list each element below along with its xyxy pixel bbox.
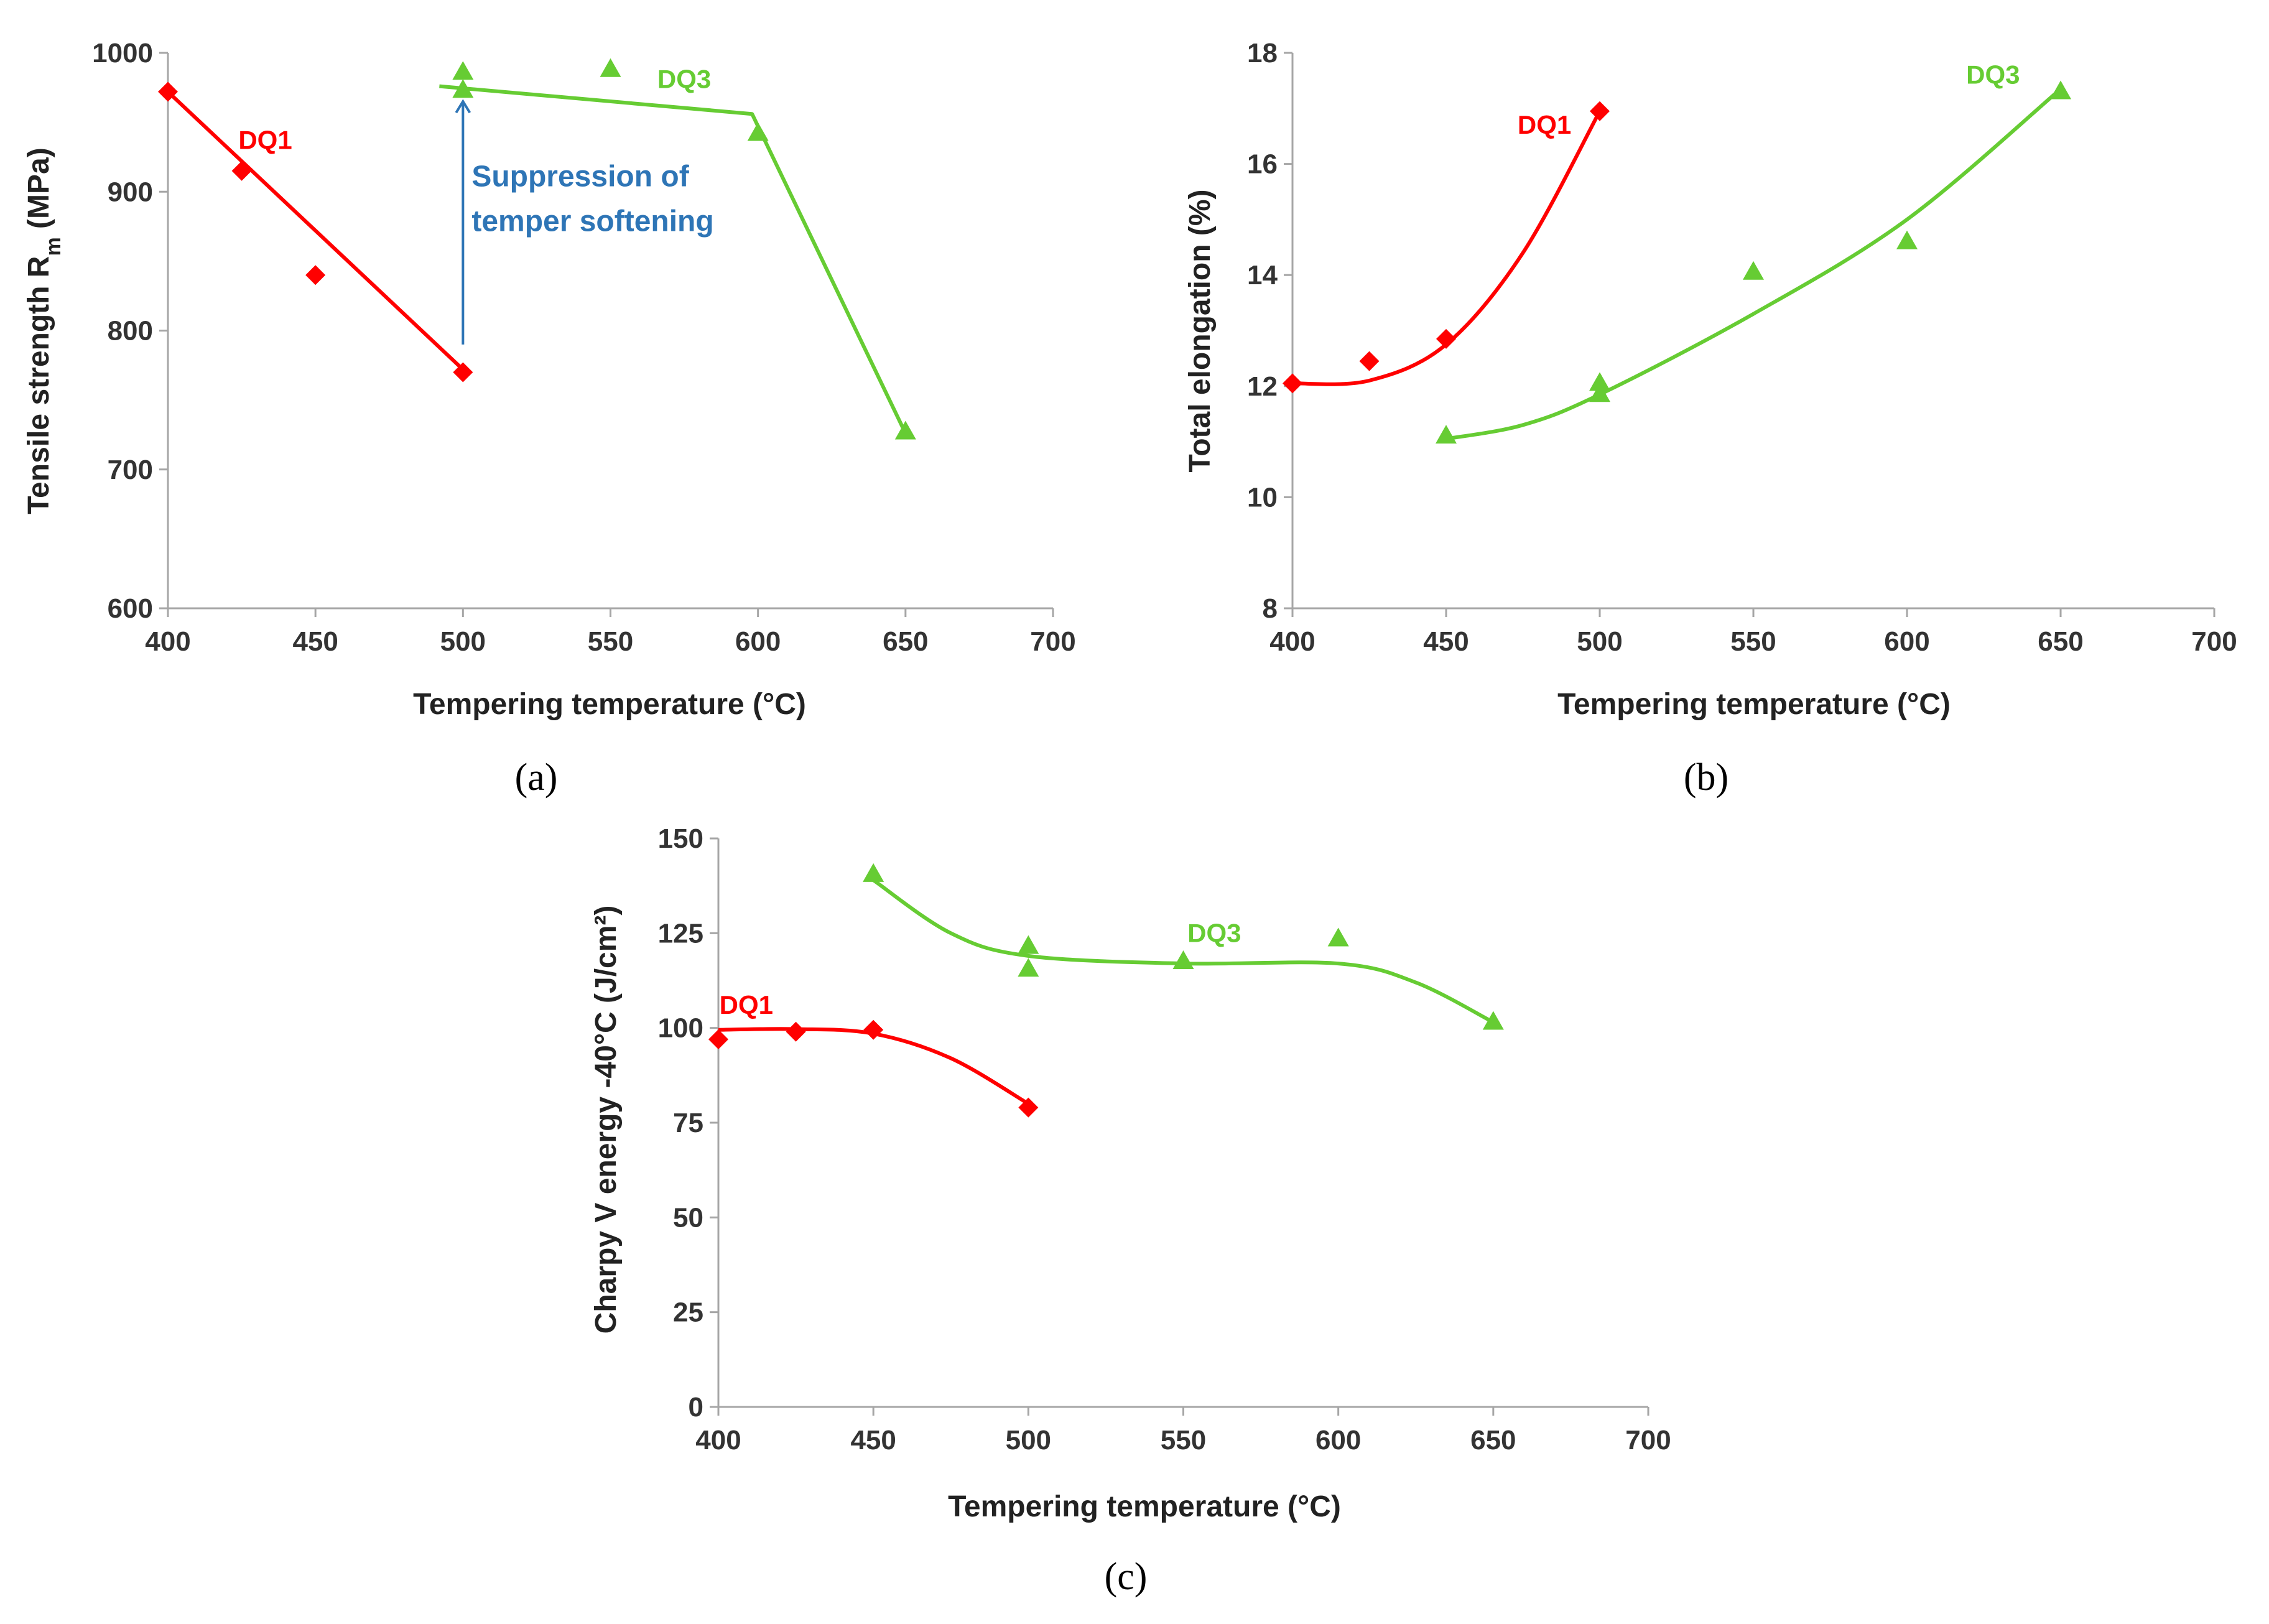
panel-b-x-axis-title: Tempering temperature (°C) [1557, 688, 1951, 721]
panel-c-dq3-point [863, 863, 884, 882]
panel-a-dq1-point [231, 160, 252, 181]
panel-a-y-tick-label: 700 [108, 455, 153, 485]
panel-b-y-tick-label: 14 [1247, 260, 1278, 290]
panel-b-dq1-point [1590, 101, 1610, 121]
panel-b-total-elongation: (b) Tempering temperature (°C) Total elo… [1184, 38, 2237, 799]
panel-b-dq3-point [1743, 261, 1764, 280]
panel-b-dq3-point [2050, 80, 2071, 100]
panel-c-y-tick-label: 25 [673, 1297, 703, 1328]
panel-a-dq1-label: DQ1 [238, 126, 292, 155]
panel-c-x-tick-label: 400 [695, 1425, 741, 1455]
panel-b-y-tick-label: 10 [1247, 482, 1278, 513]
panel-a-x-tick-label: 650 [883, 626, 928, 657]
panel-c-dq3-label: DQ3 [1187, 918, 1241, 947]
panel-b-y-tick-label: 12 [1247, 371, 1278, 402]
panel-c-x-tick-label: 500 [1006, 1425, 1051, 1455]
panel-b-label: (b) [1684, 756, 1728, 799]
panel-a-dq3-fit-line [439, 84, 907, 435]
panel-b-y-tick-label: 8 [1263, 593, 1278, 624]
panel-a-y-tick-label: 1000 [92, 38, 153, 68]
panel-b-x-tick-label: 450 [1423, 626, 1469, 657]
panel-b-dq1-point [1359, 351, 1380, 371]
panel-a-annotation-text: temper softening [471, 205, 713, 238]
panel-c-y-tick-label: 50 [673, 1202, 703, 1233]
panel-c-y-tick-label: 150 [658, 824, 703, 854]
panel-c-charpy-energy: (c) Tempering temperature (°C) Charpy V … [590, 824, 1671, 1598]
panel-a-dq3-point [452, 61, 474, 80]
panel-b-dq3-point [1436, 425, 1457, 444]
panel-b-x-tick-label: 550 [1730, 626, 1776, 657]
panel-a-x-tick-label: 400 [145, 626, 190, 657]
panel-a-x-axis-title: Tempering temperature (°C) [413, 688, 806, 721]
panel-c-dq1-point [1018, 1097, 1039, 1118]
panel-a-y-axis-title-main: Tensile strength R [22, 256, 55, 514]
panel-c-dq3-point [1018, 958, 1039, 977]
panel-c-dq1-point [863, 1019, 884, 1040]
panel-c-dq3-point [1327, 927, 1349, 947]
panel-a-x-tick-label: 450 [292, 626, 338, 657]
panel-a-label: (a) [515, 756, 558, 799]
panel-a-dq3-point [747, 122, 769, 141]
panel-a-x-tick-label: 550 [588, 626, 633, 657]
panel-a-x-tick-label: 500 [440, 626, 486, 657]
panel-a-y-axis-title-unit: (MPa) [22, 147, 55, 237]
panel-a-annotation-arrowhead [455, 99, 471, 114]
panel-b-dq3-fit-line [1445, 87, 2062, 441]
panel-b-dq3-label: DQ3 [1966, 60, 2020, 90]
panel-b-y-tick-label: 18 [1247, 38, 1278, 68]
panel-a-y-tick-label: 600 [108, 593, 153, 624]
panel-a-y-tick-label: 800 [108, 316, 153, 346]
panel-b-dq1-point [1283, 373, 1302, 394]
panel-a-tensile-strength: (a) Tempering temperature (°C) Tensile s… [22, 38, 1076, 799]
panel-c-y-tick-label: 75 [673, 1108, 703, 1138]
panel-b-x-tick-label: 400 [1269, 626, 1315, 657]
panel-c-dq3-point [1018, 935, 1039, 954]
panel-c-x-tick-label: 450 [850, 1425, 896, 1455]
panel-a-dq3-point [452, 79, 474, 98]
panel-c-y-tick-label: 0 [689, 1392, 703, 1422]
panel-a-dq3-point [600, 58, 621, 77]
panel-a-y-axis-title-sub: m [42, 237, 65, 256]
panel-b-dq3-point [1896, 230, 1918, 249]
panel-c-y-tick-label: 100 [658, 1013, 703, 1044]
panel-c-x-tick-label: 600 [1315, 1425, 1361, 1455]
panel-b-dq1-fit-line [1292, 110, 1602, 386]
panel-c-dq3-point [1172, 950, 1194, 970]
panel-a-dq1-fit-line [166, 90, 465, 371]
panel-c-dq1-point [786, 1021, 806, 1042]
panel-b-x-tick-label: 500 [1577, 626, 1622, 657]
panel-c-dq3-point [1482, 1011, 1504, 1030]
panel-a-dq1-point [453, 362, 473, 383]
panel-b-dq3-point [1589, 372, 1610, 391]
panel-b-dq1-label: DQ1 [1518, 110, 1571, 139]
panel-b-x-tick-label: 650 [2038, 626, 2083, 657]
panel-a-y-axis-title: Tensile strength Rm (MPa) [22, 147, 65, 514]
panel-a-y-tick-label: 900 [108, 177, 153, 207]
panel-c-x-axis-title: Tempering temperature (°C) [948, 1490, 1341, 1523]
panel-a-dq1-point [305, 265, 326, 285]
panel-c-x-tick-label: 550 [1161, 1425, 1206, 1455]
panel-b-y-tick-label: 16 [1247, 149, 1278, 180]
panel-a-dq3-label: DQ3 [657, 64, 711, 93]
panel-c-dq1-label: DQ1 [720, 990, 773, 1019]
panel-c-dq1-point [708, 1029, 728, 1049]
panel-a-annotation-text: Suppression of [471, 160, 689, 193]
panel-c-label: (c) [1105, 1556, 1148, 1598]
panel-c-y-tick-label: 125 [658, 918, 703, 949]
panel-c-x-tick-label: 650 [1470, 1425, 1516, 1455]
panel-a-dq1-point [158, 81, 178, 102]
panel-a-dq3-point [894, 420, 916, 440]
panel-b-y-axis-title: Total elongation (%) [1184, 189, 1217, 472]
panel-c-x-tick-label: 700 [1625, 1425, 1671, 1455]
panel-b-x-tick-label: 700 [2191, 626, 2237, 657]
panel-b-x-tick-label: 600 [1884, 626, 1929, 657]
panel-c-y-axis-title: Charpy V energy -40°C (J/cm²) [590, 906, 623, 1334]
panel-c-dq1-fit-line [718, 1027, 1029, 1106]
panel-a-x-tick-label: 700 [1030, 626, 1075, 657]
panel-a-x-tick-label: 600 [735, 626, 781, 657]
panel-b-dq1-point [1436, 328, 1456, 349]
panel-b-dq3-point [1589, 383, 1610, 402]
